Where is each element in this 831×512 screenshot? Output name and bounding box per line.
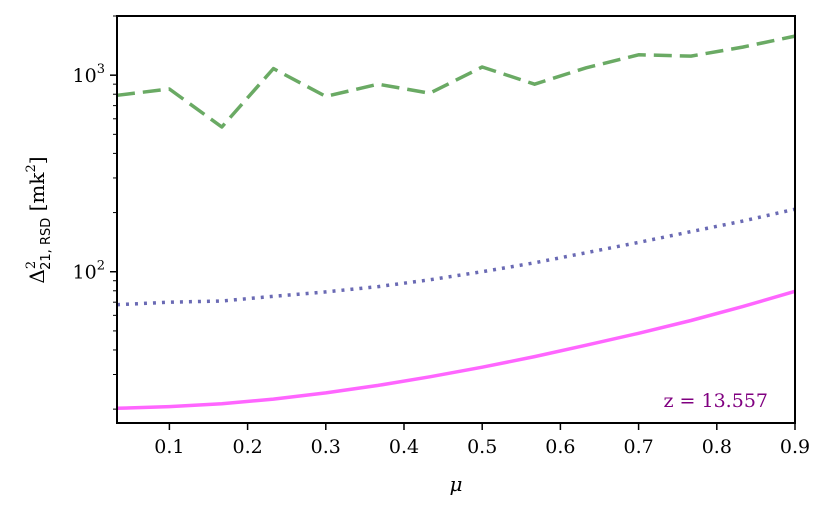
series-layer (116, 34, 796, 411)
y-tick-label: 102 (73, 259, 105, 284)
x-tick-label: 0.1 (154, 436, 184, 458)
x-tick-label: 0.3 (311, 436, 341, 458)
x-tick-label: 0.9 (780, 436, 810, 458)
y-axis: 102 103 (73, 15, 117, 410)
series-line-solid (116, 289, 796, 411)
x-tick-label: 0.2 (232, 436, 262, 458)
x-tick-label: 0.7 (623, 436, 653, 458)
redshift-annotation: z = 13.557 (664, 390, 769, 412)
x-tick-label: 0.5 (467, 436, 497, 458)
x-axis: 0.1 0.2 0.3 0.4 0.5 0.6 0.7 0.8 0.9 (154, 423, 810, 458)
plot-frame (116, 15, 796, 424)
series-line-dashed (116, 34, 796, 129)
x-tick-label: 0.4 (389, 436, 419, 458)
x-axis-label: μ (450, 472, 463, 496)
y-axis-label: Δ221, RSD [mk2] (24, 156, 54, 283)
x-tick-label: 0.6 (545, 436, 575, 458)
series-line-dotted (116, 207, 796, 307)
y-tick-label: 103 (73, 62, 105, 87)
x-tick-label: 0.8 (702, 436, 732, 458)
